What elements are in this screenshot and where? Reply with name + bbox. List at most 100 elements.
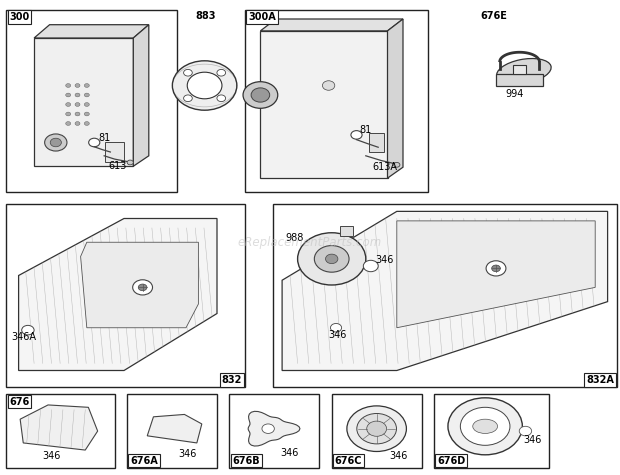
- Circle shape: [347, 406, 407, 451]
- Circle shape: [460, 408, 510, 446]
- Circle shape: [66, 122, 71, 125]
- Circle shape: [138, 284, 147, 291]
- Bar: [273, 204, 617, 387]
- Polygon shape: [19, 218, 217, 370]
- Text: 676A: 676A: [130, 456, 158, 466]
- Bar: [340, 226, 353, 236]
- Circle shape: [75, 93, 80, 97]
- Text: 676C: 676C: [335, 456, 362, 466]
- Polygon shape: [282, 211, 608, 370]
- Circle shape: [50, 138, 61, 147]
- Polygon shape: [133, 25, 149, 166]
- Polygon shape: [496, 74, 543, 86]
- Circle shape: [448, 398, 522, 455]
- Circle shape: [22, 325, 34, 335]
- Bar: [6, 204, 245, 387]
- Text: 300A: 300A: [248, 12, 276, 22]
- Polygon shape: [81, 242, 198, 328]
- Text: 81: 81: [98, 133, 110, 143]
- Circle shape: [66, 112, 71, 116]
- Text: 994: 994: [505, 89, 524, 99]
- Circle shape: [322, 81, 335, 90]
- Text: 346A: 346A: [11, 332, 36, 342]
- Circle shape: [84, 122, 89, 125]
- Circle shape: [492, 265, 500, 272]
- Polygon shape: [147, 414, 202, 443]
- Circle shape: [75, 84, 80, 87]
- Text: 346: 346: [280, 447, 299, 458]
- Circle shape: [184, 95, 192, 102]
- Circle shape: [184, 69, 192, 76]
- Circle shape: [251, 88, 270, 102]
- Circle shape: [394, 162, 400, 167]
- Polygon shape: [34, 25, 149, 38]
- Circle shape: [363, 260, 378, 272]
- Text: 300: 300: [9, 12, 30, 22]
- Circle shape: [367, 421, 387, 436]
- Circle shape: [84, 84, 89, 87]
- Circle shape: [330, 323, 342, 332]
- Text: 676E: 676E: [480, 11, 507, 21]
- Bar: [229, 394, 319, 468]
- Polygon shape: [260, 19, 403, 31]
- Text: 346: 346: [389, 451, 407, 461]
- Ellipse shape: [472, 419, 497, 433]
- Polygon shape: [248, 411, 300, 446]
- Circle shape: [84, 112, 89, 116]
- Polygon shape: [397, 221, 595, 328]
- Text: 346: 346: [179, 448, 197, 459]
- Text: 346: 346: [42, 451, 60, 461]
- Text: 676B: 676B: [232, 456, 260, 466]
- Circle shape: [66, 103, 71, 106]
- Circle shape: [75, 112, 80, 116]
- Text: 346: 346: [329, 330, 347, 340]
- Circle shape: [217, 69, 226, 76]
- Circle shape: [75, 122, 80, 125]
- Circle shape: [75, 103, 80, 106]
- Circle shape: [326, 254, 338, 264]
- Text: 613A: 613A: [372, 162, 397, 172]
- Text: 883: 883: [195, 11, 216, 21]
- Circle shape: [351, 131, 362, 139]
- Circle shape: [84, 103, 89, 106]
- Circle shape: [298, 233, 366, 285]
- Polygon shape: [34, 38, 133, 166]
- Circle shape: [486, 261, 506, 276]
- Circle shape: [66, 93, 71, 97]
- Polygon shape: [260, 31, 388, 178]
- Text: eReplacementParts.com: eReplacementParts.com: [238, 236, 382, 249]
- Text: 988: 988: [285, 233, 304, 244]
- Circle shape: [519, 427, 531, 436]
- Circle shape: [217, 95, 226, 102]
- Text: 832: 832: [221, 375, 242, 385]
- Circle shape: [243, 82, 278, 108]
- Bar: [245, 10, 428, 192]
- Circle shape: [127, 160, 133, 165]
- Circle shape: [45, 134, 67, 151]
- Text: 832A: 832A: [586, 375, 614, 385]
- Text: 613: 613: [108, 161, 127, 171]
- Text: 676: 676: [9, 397, 30, 407]
- Bar: [105, 142, 124, 162]
- Text: 346: 346: [523, 435, 542, 445]
- Polygon shape: [20, 405, 97, 450]
- Circle shape: [84, 93, 89, 97]
- Circle shape: [89, 138, 100, 147]
- Text: 346: 346: [376, 255, 394, 265]
- Bar: [434, 394, 549, 468]
- Ellipse shape: [497, 58, 551, 84]
- Bar: [127, 394, 217, 468]
- Circle shape: [66, 84, 71, 87]
- Circle shape: [357, 413, 397, 444]
- Circle shape: [262, 424, 274, 433]
- Circle shape: [187, 72, 222, 99]
- Circle shape: [172, 61, 237, 110]
- Polygon shape: [388, 19, 403, 178]
- Circle shape: [314, 246, 349, 272]
- Bar: [369, 133, 384, 152]
- Text: 676D: 676D: [437, 456, 466, 466]
- Bar: [6, 10, 177, 192]
- Circle shape: [133, 280, 153, 295]
- Bar: [6, 394, 115, 468]
- Bar: [332, 394, 422, 468]
